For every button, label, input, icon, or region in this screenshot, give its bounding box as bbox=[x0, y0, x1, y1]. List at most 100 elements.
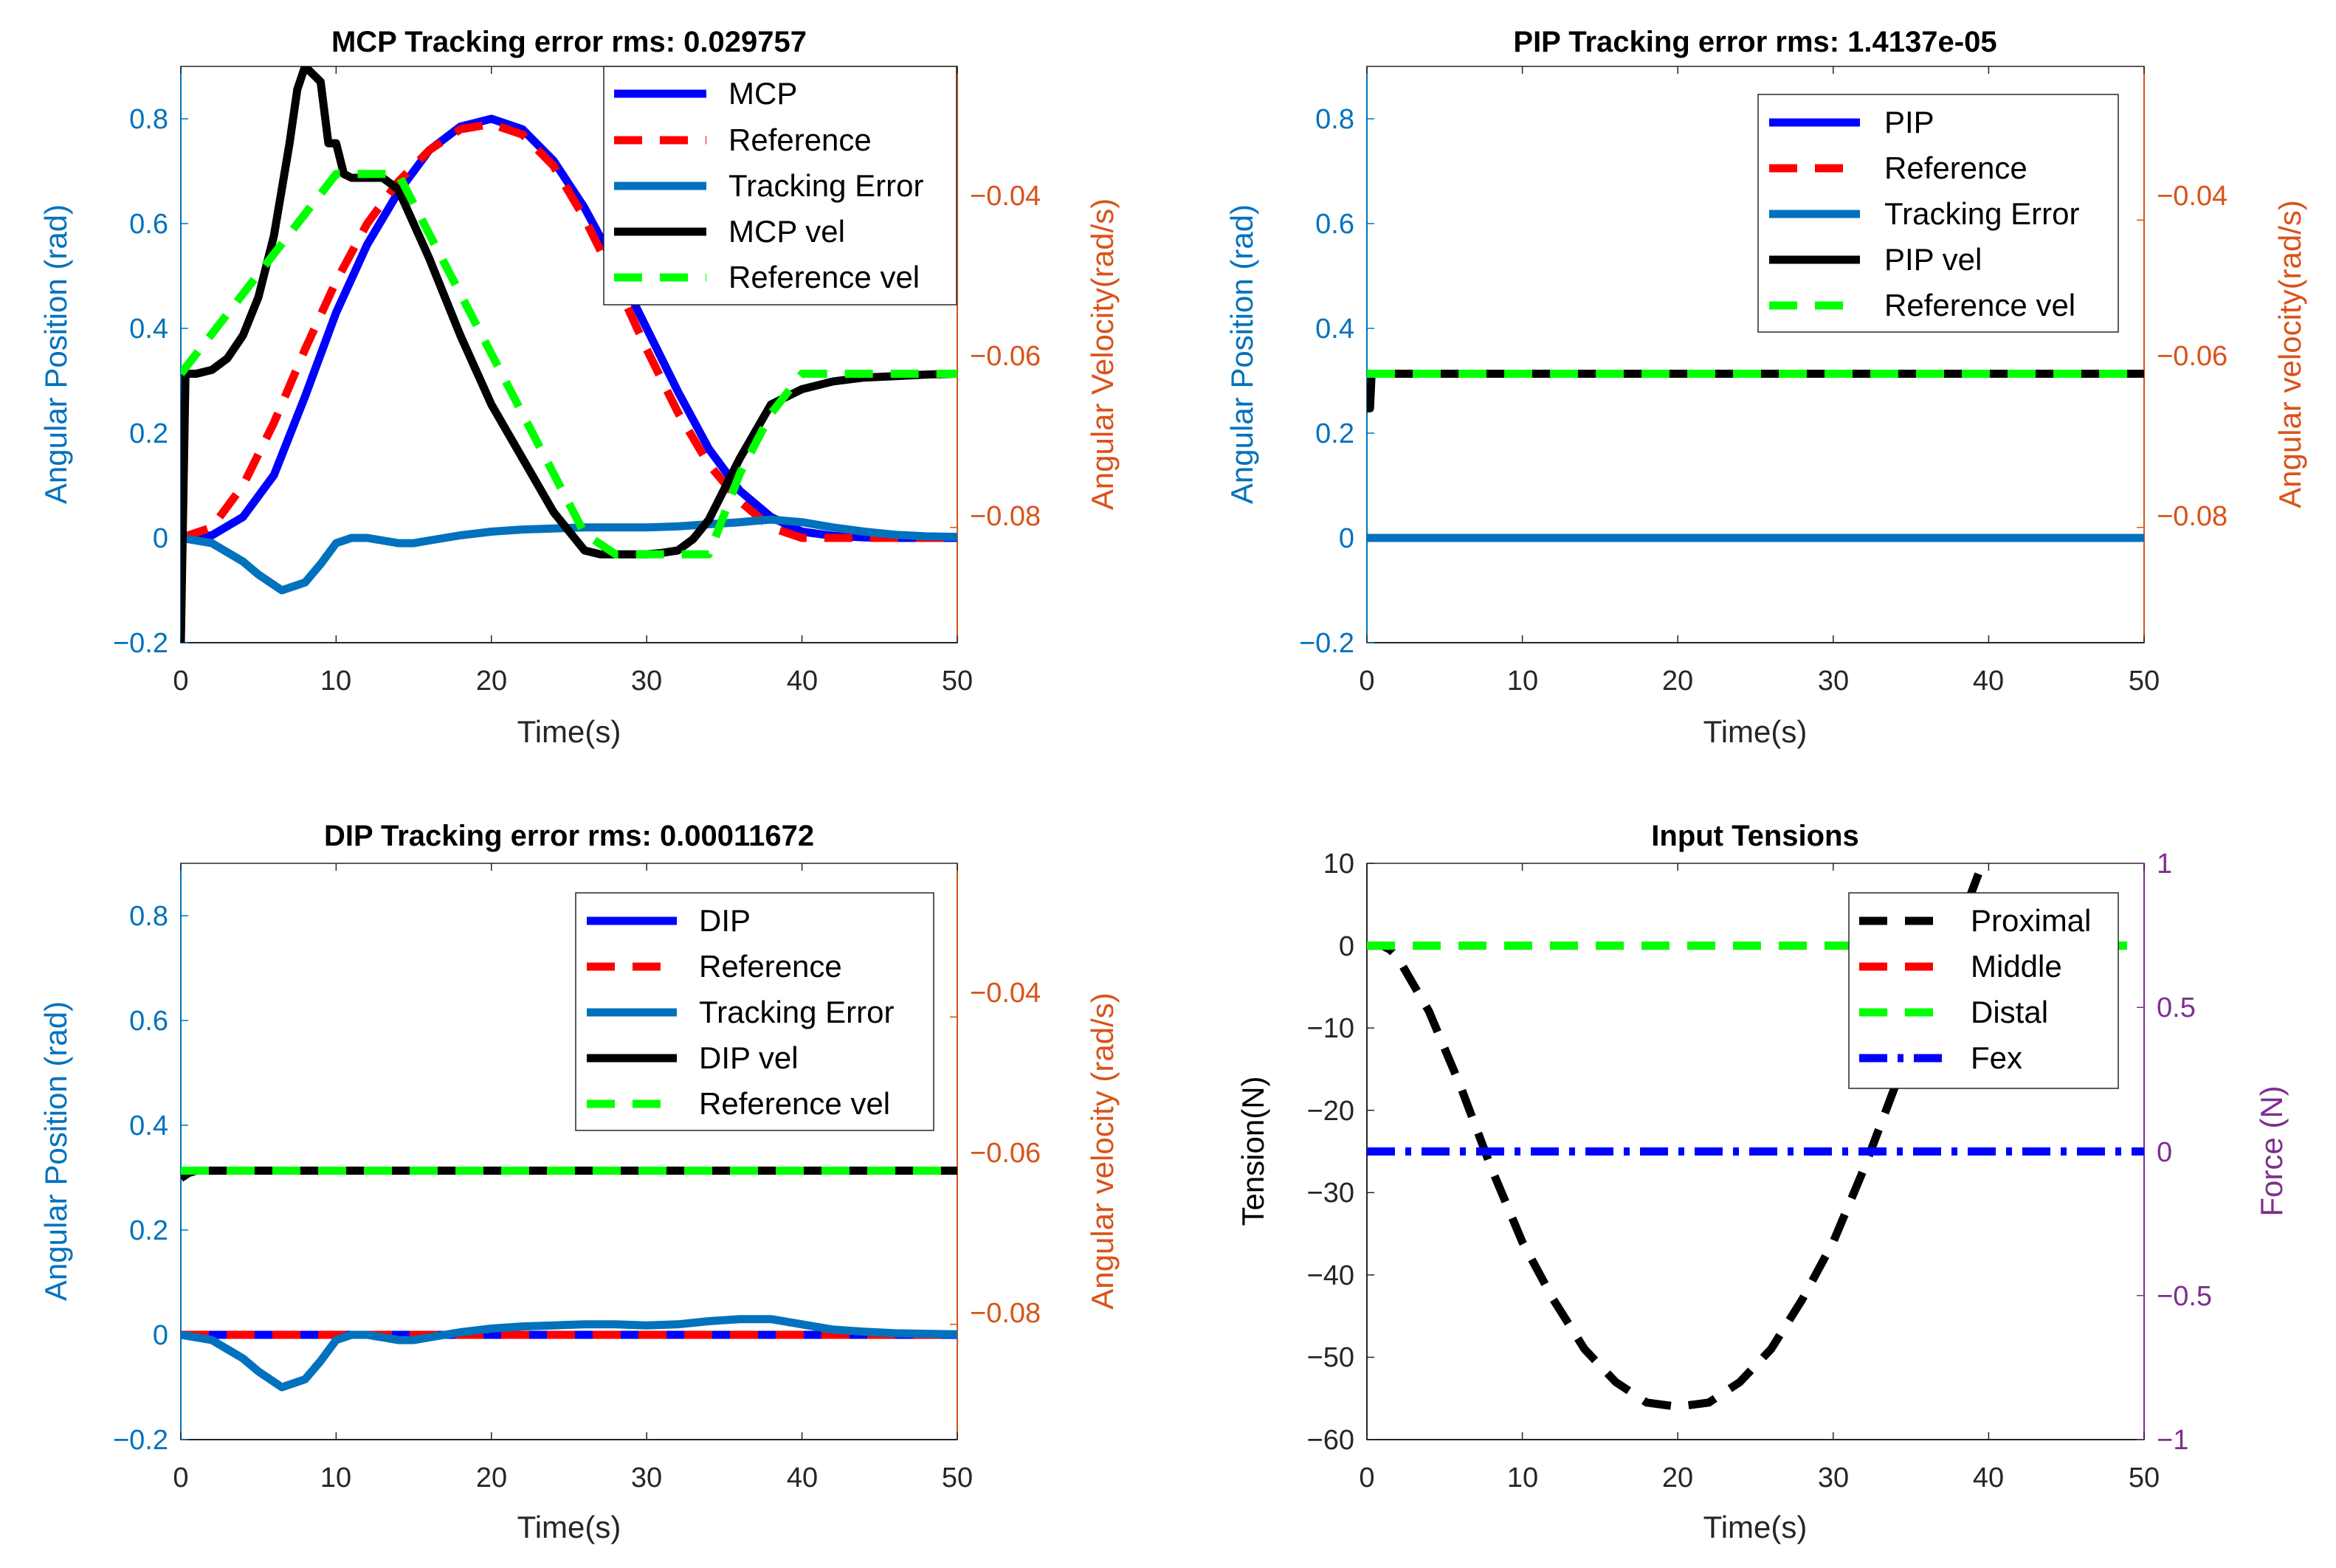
legend-label: Reference vel bbox=[728, 260, 920, 294]
y2-tick-label: −0.5 bbox=[2157, 1281, 2212, 1312]
y-axis-label: Angular Position (rad) bbox=[1224, 204, 1259, 504]
panel-mcp: MCP Tracking error rms: 0.029757 0 10 20… bbox=[38, 26, 1120, 749]
chart-pip bbox=[1366, 66, 2145, 643]
chart-title: PIP Tracking error rms: 1.4137e-05 bbox=[1513, 26, 1996, 58]
legend: MCP Reference Tracking Error MCP vel Ref… bbox=[603, 66, 957, 305]
x-tick-label: 50 bbox=[2129, 666, 2160, 697]
x-tick-label: 20 bbox=[1662, 1462, 1693, 1493]
series-line-proximal bbox=[1367, 863, 1987, 1411]
y2-tick-label: −0.08 bbox=[970, 1298, 1041, 1329]
legend-label: Middle bbox=[1971, 949, 2062, 984]
legend-label: Reference bbox=[1884, 151, 2027, 185]
y2-axis-label: Angular velocity (rad/s) bbox=[1085, 992, 1120, 1310]
y-tick-label: 0.6 bbox=[129, 1006, 168, 1037]
series-line-tracking-error bbox=[181, 1315, 957, 1392]
chart-mcp bbox=[180, 66, 958, 643]
chart-title: Input Tensions bbox=[1651, 820, 1858, 852]
series-group bbox=[1367, 370, 2144, 542]
legend-label: Distal bbox=[1971, 995, 2048, 1029]
x-tick-label: 10 bbox=[320, 1462, 351, 1493]
y-ticks: −0.2 0 0.2 0.4 0.6 0.8 bbox=[113, 901, 168, 1456]
legend: DIP Reference Tracking Error DIP vel Ref… bbox=[575, 892, 934, 1131]
x-ticks: 0 10 20 30 40 50 bbox=[1359, 1462, 2160, 1493]
y2-axis-label: Force (N) bbox=[2254, 1085, 2289, 1216]
legend-label: Reference vel bbox=[1884, 288, 2075, 322]
x-axis-label: Time(s) bbox=[1703, 714, 1808, 749]
y-tick-label: −0.2 bbox=[1299, 628, 1354, 659]
y-axis-label: Tension(N) bbox=[1236, 1076, 1270, 1226]
x-tick-label: 20 bbox=[476, 666, 507, 697]
y-tick-label: 10 bbox=[1323, 849, 1354, 880]
y-tick-label: −20 bbox=[1307, 1096, 1354, 1127]
legend-label: PIP bbox=[1884, 105, 1934, 139]
y2-tick-label: 0.5 bbox=[2157, 992, 2196, 1023]
x-tick-label: 0 bbox=[1359, 666, 1374, 697]
y-tick-label: 0.4 bbox=[129, 314, 168, 345]
x-tick-label: 30 bbox=[631, 666, 662, 697]
y-tick-label: 0.2 bbox=[129, 1215, 168, 1246]
legend-label: MCP vel bbox=[728, 214, 845, 249]
x-tick-label: 40 bbox=[787, 666, 818, 697]
y2-ticks: −0.04 −0.06 −0.08 bbox=[2157, 181, 2228, 532]
y2-tick-label: −0.04 bbox=[970, 181, 1041, 212]
y-tick-label: 0.2 bbox=[1315, 418, 1354, 449]
x-tick-label: 0 bbox=[1359, 1462, 1374, 1493]
y2-ticks: −0.04 −0.06 −0.08 bbox=[970, 181, 1041, 532]
x-tick-label: 40 bbox=[787, 1462, 818, 1493]
x-ticks: 0 10 20 30 40 50 bbox=[1359, 666, 2160, 697]
y-tick-label: 0 bbox=[153, 523, 168, 554]
y-tick-label: 0.8 bbox=[129, 104, 168, 135]
y2-tick-label: 0 bbox=[2157, 1137, 2172, 1168]
x-tick-label: 10 bbox=[1507, 1462, 1538, 1493]
x-tick-label: 20 bbox=[476, 1462, 507, 1493]
y-tick-label: 0 bbox=[1339, 523, 1354, 554]
legend-label: DIP bbox=[699, 903, 751, 938]
legend-label: Reference bbox=[699, 949, 842, 984]
x-axis-label: Time(s) bbox=[517, 714, 621, 749]
y2-tick-label: −0.08 bbox=[2157, 501, 2228, 532]
panel-dip: DIP Tracking error rms: 0.00011672 0 10 … bbox=[38, 820, 1120, 1544]
legend-label: Tracking Error bbox=[728, 168, 924, 203]
series-group bbox=[181, 1167, 957, 1392]
y-tick-label: −40 bbox=[1307, 1260, 1354, 1291]
x-tick-label: 50 bbox=[2129, 1462, 2160, 1493]
legend-label: Tracking Error bbox=[1884, 196, 2080, 231]
x-ticks: 0 10 20 30 40 50 bbox=[173, 666, 973, 697]
y-axis-label: Angular Position (rad) bbox=[38, 204, 73, 504]
y2-tick-label: −0.04 bbox=[2157, 181, 2228, 212]
y-tick-label: 0.8 bbox=[129, 901, 168, 932]
x-tick-label: 40 bbox=[1973, 666, 2004, 697]
chart-dip bbox=[180, 863, 958, 1440]
y-tick-label: 0.8 bbox=[1315, 104, 1354, 135]
y2-ticks: −1 −0.5 0 0.5 1 bbox=[2157, 849, 2212, 1456]
legend-label: MCP bbox=[728, 76, 797, 111]
y2-ticks: −0.04 −0.06 −0.08 bbox=[970, 978, 1041, 1329]
x-ticks: 0 10 20 30 40 50 bbox=[173, 1462, 973, 1493]
y2-tick-label: −1 bbox=[2157, 1425, 2188, 1456]
y-tick-label: 0 bbox=[1339, 931, 1354, 962]
legend-label: PIP vel bbox=[1884, 242, 1982, 277]
legend: Proximal Middle Distal Fex bbox=[1848, 892, 2119, 1089]
x-tick-label: 0 bbox=[173, 666, 188, 697]
y2-tick-label: −0.06 bbox=[970, 1138, 1041, 1169]
x-tick-label: 0 bbox=[173, 1462, 188, 1493]
y-ticks: −0.2 0 0.2 0.4 0.6 0.8 bbox=[1299, 104, 1354, 659]
x-tick-label: 50 bbox=[942, 1462, 973, 1493]
x-tick-label: 10 bbox=[320, 666, 351, 697]
y-tick-label: −30 bbox=[1307, 1178, 1354, 1209]
y-tick-label: 0.4 bbox=[129, 1111, 168, 1142]
series-line-tracking-error bbox=[181, 515, 957, 595]
x-tick-label: 30 bbox=[631, 1462, 662, 1493]
y2-axis-label: Angular Velocity(rad/s) bbox=[1085, 198, 1120, 511]
series-line-reference-vel bbox=[181, 170, 957, 559]
y2-tick-label: −0.08 bbox=[970, 501, 1041, 532]
legend-label: Fex bbox=[1971, 1040, 2022, 1075]
legend-label: Tracking Error bbox=[699, 995, 895, 1029]
y-tick-label: −60 bbox=[1307, 1425, 1354, 1456]
x-axis-label: Time(s) bbox=[517, 1510, 621, 1544]
y-tick-label: −50 bbox=[1307, 1342, 1354, 1373]
legend-label: Reference vel bbox=[699, 1086, 890, 1121]
legend-label: DIP vel bbox=[699, 1040, 799, 1075]
y-tick-label: −0.2 bbox=[113, 628, 168, 659]
y-axis-label: Angular Position (rad) bbox=[38, 1001, 73, 1301]
